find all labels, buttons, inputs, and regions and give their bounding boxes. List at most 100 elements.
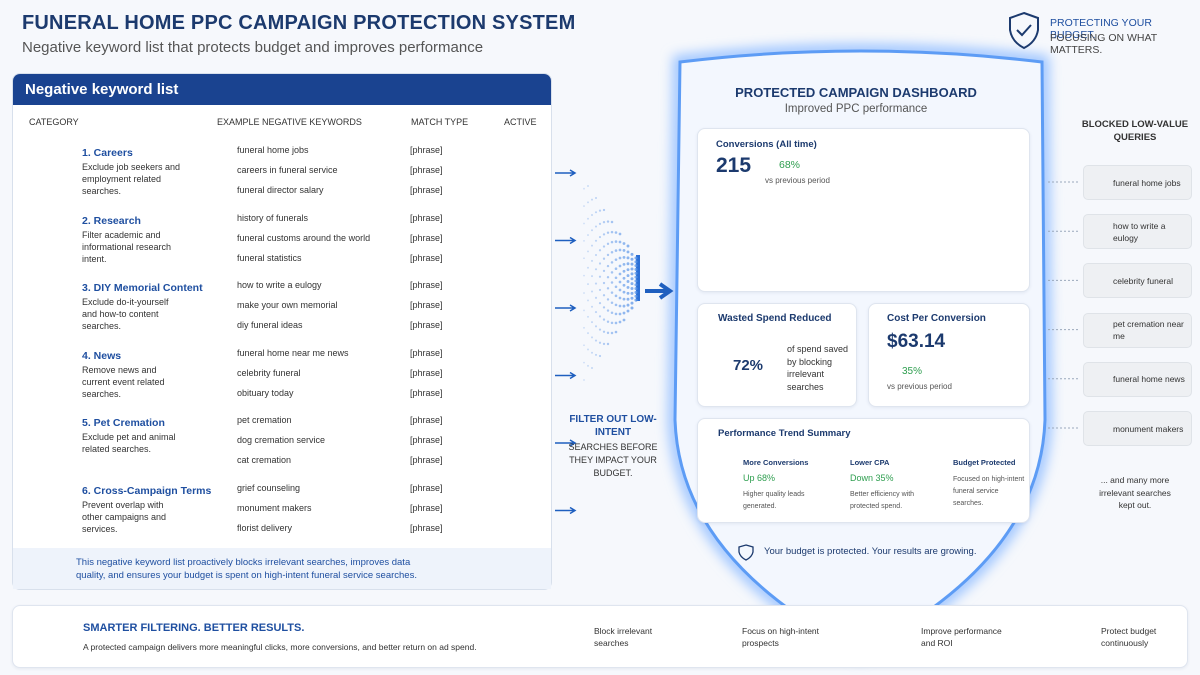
blocked-text: funeral home news xyxy=(1113,374,1185,385)
match-type: [phrase] xyxy=(410,435,443,445)
dot xyxy=(606,331,610,335)
dot xyxy=(630,272,634,276)
dot xyxy=(594,225,598,228)
match-type: [phrase] xyxy=(410,185,443,195)
dot xyxy=(594,339,598,342)
dot xyxy=(610,291,614,294)
wasted-text: of spend saved by blocking irrelevant se… xyxy=(787,344,849,392)
category-name: 3. DIY Memorial Content xyxy=(82,282,203,294)
dot xyxy=(634,260,638,264)
card-label: Performance Trend Summary xyxy=(718,428,851,439)
dot xyxy=(618,240,622,244)
note-band xyxy=(13,548,551,589)
keyword: funeral home jobs xyxy=(237,145,309,155)
title: FUNERAL HOME PPC CAMPAIGN PROTECTION SYS… xyxy=(22,12,576,34)
match-type: [phrase] xyxy=(410,367,443,378)
dot xyxy=(606,320,610,323)
keyword: florist delivery xyxy=(237,522,293,533)
dot xyxy=(591,367,593,369)
kpi-note: vs previous period xyxy=(765,176,830,185)
dashboard-subtitle: Improved PPC performance xyxy=(784,103,928,115)
dot xyxy=(602,257,606,260)
dot xyxy=(626,268,630,272)
dot xyxy=(634,287,638,291)
feature-text: Improve performance and ROI xyxy=(921,626,1002,648)
keyword: celebrity funeral xyxy=(237,367,301,378)
dot xyxy=(626,309,630,313)
match-type: [phrase] xyxy=(410,522,443,533)
keyword: monument makers xyxy=(237,502,312,513)
note: This negative keyword list proactively b… xyxy=(76,557,417,581)
dot xyxy=(587,234,589,236)
dot xyxy=(583,309,585,312)
match-type: [phrase] xyxy=(410,482,443,493)
dot xyxy=(618,256,622,260)
dot xyxy=(614,258,618,261)
category-description: Remove news and current event related se… xyxy=(82,364,165,399)
category-description: Prevent overlap with other campaigns and… xyxy=(82,499,167,534)
dot xyxy=(614,294,618,298)
dot xyxy=(630,282,634,286)
conversions-card xyxy=(697,128,1030,292)
keyword: obituary today xyxy=(237,387,294,398)
dot xyxy=(610,311,614,315)
dot xyxy=(634,283,638,287)
dot xyxy=(622,276,626,280)
dot xyxy=(598,262,602,265)
keyword: cat cremation xyxy=(237,455,292,465)
column-header: CATEGORY xyxy=(29,117,79,127)
keyword: careers in funeral service xyxy=(237,165,338,175)
dot xyxy=(598,235,602,239)
dot xyxy=(622,262,626,266)
category-name: 6. Cross-Campaign Terms xyxy=(82,484,212,497)
dot xyxy=(591,275,593,278)
blocked-item: celebrity funeral xyxy=(1083,263,1192,299)
kpi-change: 68% xyxy=(779,159,801,171)
dot xyxy=(610,281,614,284)
blocked-item: pet cremation near me xyxy=(1083,312,1192,348)
dot xyxy=(587,217,589,220)
dot xyxy=(598,328,602,331)
blocked-item: how to write a eulogy xyxy=(1083,214,1192,250)
blocked-text: celebrity funeral xyxy=(1113,275,1174,286)
dot xyxy=(583,344,585,347)
dot xyxy=(618,248,622,252)
blocked-more: ... and many more irrelevant searches ke… xyxy=(1099,475,1171,510)
dot xyxy=(626,256,630,260)
trend-note: Higher quality leads generated. xyxy=(743,491,805,510)
dot xyxy=(622,311,626,315)
dot xyxy=(602,318,606,321)
badge-icon xyxy=(1009,11,1039,50)
dot xyxy=(634,294,638,298)
dot xyxy=(594,311,598,314)
filter-bar xyxy=(636,255,640,301)
dot xyxy=(587,332,589,335)
category-description: Filter academic and informational resear… xyxy=(82,229,172,264)
blocked-item: funeral home news xyxy=(1083,361,1192,397)
dot xyxy=(630,257,634,261)
dot xyxy=(614,276,618,280)
category-name: 4. News xyxy=(82,349,122,362)
dot xyxy=(634,275,638,279)
match-type: [phrase] xyxy=(410,212,443,223)
dot xyxy=(594,196,598,200)
feature-text: Focus on high-intent prospects xyxy=(742,626,820,648)
dot xyxy=(618,264,622,268)
dot xyxy=(587,364,589,367)
match-type: [phrase] xyxy=(410,252,443,263)
dot xyxy=(602,342,606,346)
dot xyxy=(594,296,598,299)
dot xyxy=(587,348,589,351)
keyword: how to write a eulogy xyxy=(237,280,322,290)
dot xyxy=(583,361,585,364)
dot xyxy=(626,291,630,295)
row-arrow xyxy=(555,439,577,447)
dot xyxy=(634,298,638,302)
trend-note: Focused on high-intent funeral service s… xyxy=(953,476,1025,507)
dot xyxy=(622,304,626,308)
dot xyxy=(610,220,614,224)
dot xyxy=(594,282,598,285)
kpi-value: 215 xyxy=(716,154,752,177)
dot xyxy=(630,252,634,256)
dot xyxy=(630,296,634,300)
